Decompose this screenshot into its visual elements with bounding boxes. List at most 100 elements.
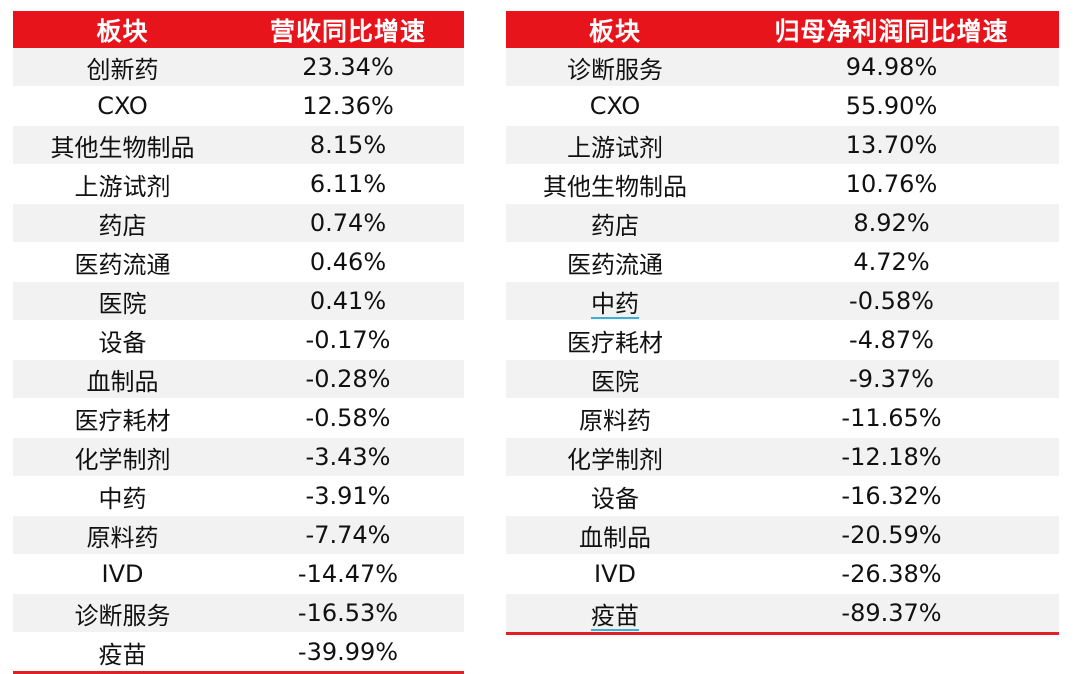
table-row: 医院 -9.37%	[506, 359, 1059, 399]
sector-cell: 医疗耗材	[506, 320, 724, 360]
table-row: 医疗耗材 -4.87%	[506, 320, 1059, 360]
table-row: 医药流通 0.46%	[13, 242, 464, 282]
table-row: 创新药 23.34%	[13, 48, 464, 87]
sector-column-header: 板块	[13, 11, 232, 48]
table-row: 上游试剂 6.11%	[13, 164, 464, 204]
net-profit-growth-column-header: 归母净利润同比增速	[724, 11, 1059, 48]
growth-cell: 23.34%	[232, 48, 464, 87]
sector-cell: 化学制剂	[506, 437, 724, 477]
growth-cell: -11.65%	[724, 398, 1059, 438]
growth-cell: -20.59%	[724, 515, 1059, 555]
spellcheck-underlined-text: 疫苗	[591, 601, 639, 630]
growth-cell: -16.32%	[724, 476, 1059, 516]
table-row: 诊断服务 -16.53%	[13, 593, 464, 633]
growth-cell: 12.36%	[232, 86, 464, 126]
sector-cell: CXO	[506, 86, 724, 126]
sector-cell: 原料药	[506, 398, 724, 438]
growth-cell: 94.98%	[724, 48, 1059, 87]
growth-cell: -3.91%	[232, 476, 464, 516]
growth-cell: -89.37%	[724, 593, 1059, 634]
table-row: IVD -26.38%	[506, 554, 1059, 594]
sector-cell: 中药	[13, 476, 232, 516]
sector-cell: IVD	[506, 554, 724, 594]
growth-cell: 13.70%	[724, 125, 1059, 165]
sector-cell: 化学制剂	[13, 437, 232, 477]
growth-cell: 0.74%	[232, 203, 464, 243]
sector-cell: 药店	[13, 203, 232, 243]
growth-cell: -16.53%	[232, 593, 464, 633]
growth-cell: 6.11%	[232, 164, 464, 204]
growth-cell: 0.46%	[232, 242, 464, 282]
sector-cell: 原料药	[13, 515, 232, 555]
table-row: 诊断服务 94.98%	[506, 48, 1059, 87]
sector-cell: 医院	[13, 281, 232, 321]
net-profit-growth-table: 板块 归母净利润同比增速 诊断服务 94.98% CXO 55.90% 上游试剂 13…	[506, 11, 1059, 635]
sector-cell: 疫苗	[506, 593, 724, 634]
table-row: 疫苗 -39.99%	[13, 632, 464, 673]
growth-cell: -12.18%	[724, 437, 1059, 477]
revenue-growth-table: 板块 营收同比增速 创新药 23.34% CXO 12.36% 其他生物制品 8.15…	[13, 11, 464, 674]
table-row: CXO 12.36%	[13, 86, 464, 126]
table-row: 疫苗 -89.37%	[506, 593, 1059, 634]
revenue-growth-column-header: 营收同比增速	[232, 11, 464, 48]
table-row: 其他生物制品 10.76%	[506, 164, 1059, 204]
table-row: 设备 -0.17%	[13, 320, 464, 360]
sector-cell: 医药流通	[506, 242, 724, 282]
growth-cell: 4.72%	[724, 242, 1059, 282]
growth-cell: -14.47%	[232, 554, 464, 594]
growth-cell: -0.58%	[232, 398, 464, 438]
table-header-row: 板块 归母净利润同比增速	[506, 11, 1059, 48]
sector-cell: IVD	[13, 554, 232, 594]
sector-cell: 设备	[13, 320, 232, 360]
growth-cell: 8.15%	[232, 125, 464, 165]
sector-cell: 医疗耗材	[13, 398, 232, 438]
sector-cell: 医院	[506, 359, 724, 399]
table-row: 血制品 -0.28%	[13, 359, 464, 399]
growth-cell: -4.87%	[724, 320, 1059, 360]
table-row: 上游试剂 13.70%	[506, 125, 1059, 165]
sector-cell: 其他生物制品	[506, 164, 724, 204]
table-row: 其他生物制品 8.15%	[13, 125, 464, 165]
table-row: 医疗耗材 -0.58%	[13, 398, 464, 438]
growth-cell: 8.92%	[724, 203, 1059, 243]
table-row: 化学制剂 -3.43%	[13, 437, 464, 477]
table-row: 药店 8.92%	[506, 203, 1059, 243]
sector-cell: 上游试剂	[506, 125, 724, 165]
growth-cell: -39.99%	[232, 632, 464, 673]
table-row: 医药流通 4.72%	[506, 242, 1059, 282]
sector-cell: 诊断服务	[506, 48, 724, 87]
sector-cell: 上游试剂	[13, 164, 232, 204]
table-row: 中药 -3.91%	[13, 476, 464, 516]
table-row: 原料药 -7.74%	[13, 515, 464, 555]
sector-cell: 血制品	[506, 515, 724, 555]
sector-cell: 其他生物制品	[13, 125, 232, 165]
growth-cell: -26.38%	[724, 554, 1059, 594]
sector-column-header: 板块	[506, 11, 724, 48]
table-row: 药店 0.74%	[13, 203, 464, 243]
sector-cell: 中药	[506, 281, 724, 321]
table-row: 血制品 -20.59%	[506, 515, 1059, 555]
table-row: 原料药 -11.65%	[506, 398, 1059, 438]
growth-cell: 10.76%	[724, 164, 1059, 204]
table-row: CXO 55.90%	[506, 86, 1059, 126]
table-row: IVD -14.47%	[13, 554, 464, 594]
sector-cell: 血制品	[13, 359, 232, 399]
growth-cell: -0.17%	[232, 320, 464, 360]
sector-cell: 疫苗	[13, 632, 232, 673]
sector-cell: 创新药	[13, 48, 232, 87]
growth-cell: -3.43%	[232, 437, 464, 477]
table-header-row: 板块 营收同比增速	[13, 11, 464, 48]
table-row: 医院 0.41%	[13, 281, 464, 321]
sector-cell: CXO	[13, 86, 232, 126]
sector-cell: 药店	[506, 203, 724, 243]
sector-cell: 诊断服务	[13, 593, 232, 633]
growth-cell: 55.90%	[724, 86, 1059, 126]
sector-cell: 医药流通	[13, 242, 232, 282]
table-row: 中药 -0.58%	[506, 281, 1059, 321]
growth-cell: -9.37%	[724, 359, 1059, 399]
table-row: 设备 -16.32%	[506, 476, 1059, 516]
growth-cell: -0.58%	[724, 281, 1059, 321]
growth-cell: 0.41%	[232, 281, 464, 321]
growth-cell: -0.28%	[232, 359, 464, 399]
sector-cell: 设备	[506, 476, 724, 516]
